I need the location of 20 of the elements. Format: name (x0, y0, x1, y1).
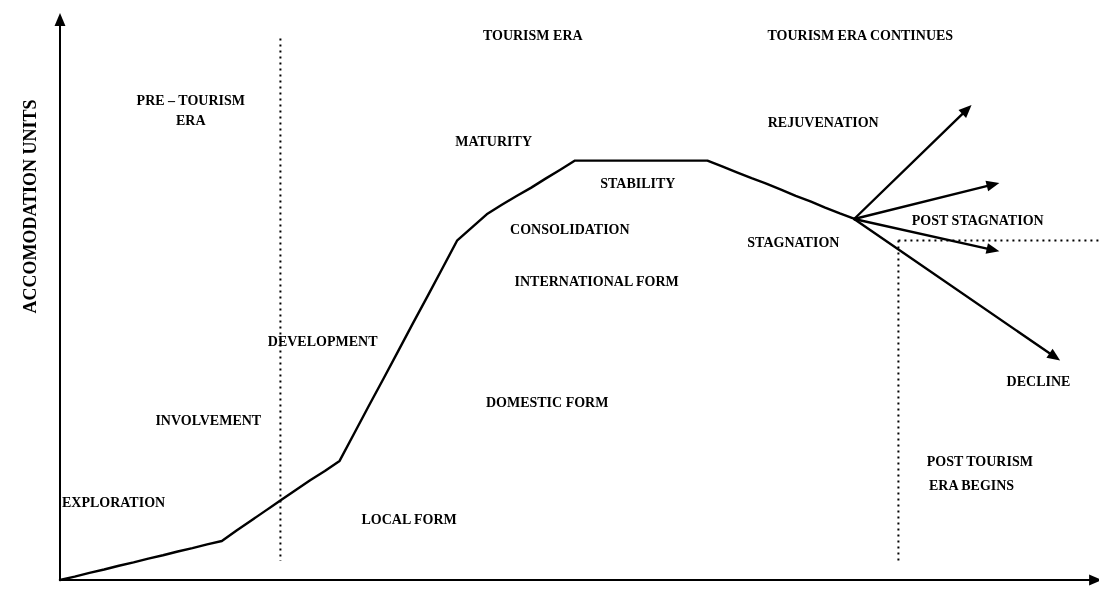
text: PRE – TOURISM (136, 93, 246, 109)
annotation: STAGNATION (747, 234, 840, 250)
text: MATURITY (455, 134, 533, 150)
annotation: CONSOLIDATION (510, 222, 630, 238)
y-axis-title: ACCOMODATION UNITS (20, 99, 41, 314)
annotation: INVOLVEMENT (155, 413, 262, 429)
annotation: EXPLORATION (61, 495, 166, 511)
annotation: LOCAL FORM (361, 511, 457, 527)
text: TOURISM ERA (482, 27, 584, 43)
text: POST TOURISM (926, 454, 1033, 470)
annotation: DEVELOPMENT (267, 334, 379, 350)
text: POST STAGNATION (911, 213, 1044, 229)
annotation: INTERNATIONAL FORM (514, 273, 679, 289)
text: ERA (176, 112, 207, 128)
text: DECLINE (1006, 374, 1071, 390)
text: REJUVENATION (767, 114, 879, 130)
text: TOURISM ERA CONTINUES (767, 27, 954, 43)
annotation: STABILITY (600, 176, 676, 192)
text: ERA BEGINS (928, 477, 1015, 493)
annotation: DOMESTIC FORM (485, 394, 609, 410)
